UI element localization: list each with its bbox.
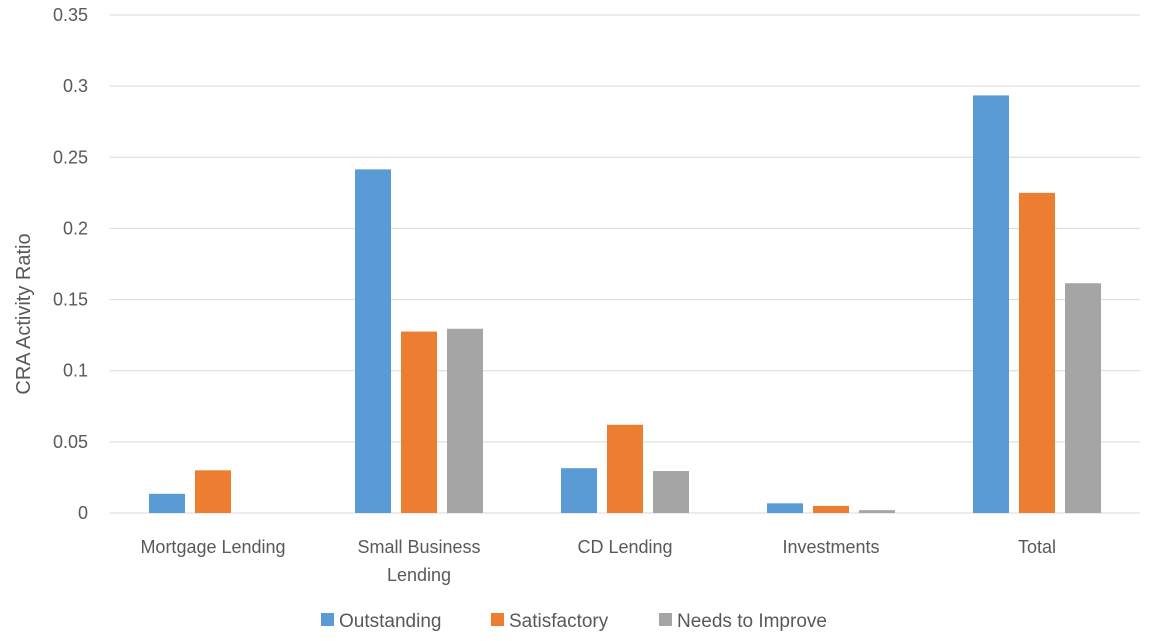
bar-needs-to-improve-1 <box>447 329 483 513</box>
bar-outstanding-3 <box>767 503 803 513</box>
y-tick-label: 0.2 <box>63 218 88 238</box>
x-axis-categories: Mortgage Lending Small Business Lending CD … <box>140 537 1056 585</box>
y-tick-label: 0.1 <box>63 361 88 381</box>
bar-satisfactory-3 <box>813 506 849 513</box>
x-category-label: Lending <box>387 565 451 585</box>
bars <box>149 95 1101 513</box>
bar-outstanding-0 <box>149 494 185 513</box>
legend-swatch-1 <box>491 613 504 626</box>
y-tick-label: 0.05 <box>53 432 88 452</box>
legend-swatch-0 <box>321 613 334 626</box>
bar-needs-to-improve-3 <box>859 510 895 513</box>
y-axis-label: CRA Activity Ratio <box>13 233 35 394</box>
y-tick-label: 0 <box>78 503 88 523</box>
legend-label-1: Satisfactory <box>509 611 609 632</box>
bar-satisfactory-4 <box>1019 193 1055 513</box>
x-category-label: Investments <box>782 537 879 557</box>
legend-label-0: Outstanding <box>339 611 441 632</box>
bar-needs-to-improve-4 <box>1065 283 1101 513</box>
y-axis-ticks: 0 0.05 0.1 0.15 0.2 0.25 0.3 0.35 <box>53 5 88 523</box>
x-category-label: Mortgage Lending <box>140 537 285 557</box>
legend-swatch-2 <box>659 613 672 626</box>
y-tick-label: 0.35 <box>53 5 88 25</box>
bar-outstanding-1 <box>355 169 391 513</box>
x-category-label: Total <box>1018 537 1056 557</box>
bar-satisfactory-1 <box>401 332 437 513</box>
y-tick-label: 0.25 <box>53 147 88 167</box>
x-category-label: CD Lending <box>577 537 672 557</box>
y-tick-label: 0.3 <box>63 76 88 96</box>
legend-label-2: Needs to Improve <box>677 611 827 632</box>
legend: Outstanding Satisfactory Needs to Improve <box>321 611 827 632</box>
bar-satisfactory-2 <box>607 425 643 513</box>
x-category-label: Small Business <box>357 537 480 557</box>
bar-needs-to-improve-2 <box>653 471 689 513</box>
y-tick-label: 0.15 <box>53 290 88 310</box>
bar-outstanding-2 <box>561 468 597 513</box>
bar-outstanding-4 <box>973 95 1009 513</box>
bar-satisfactory-0 <box>195 470 231 513</box>
